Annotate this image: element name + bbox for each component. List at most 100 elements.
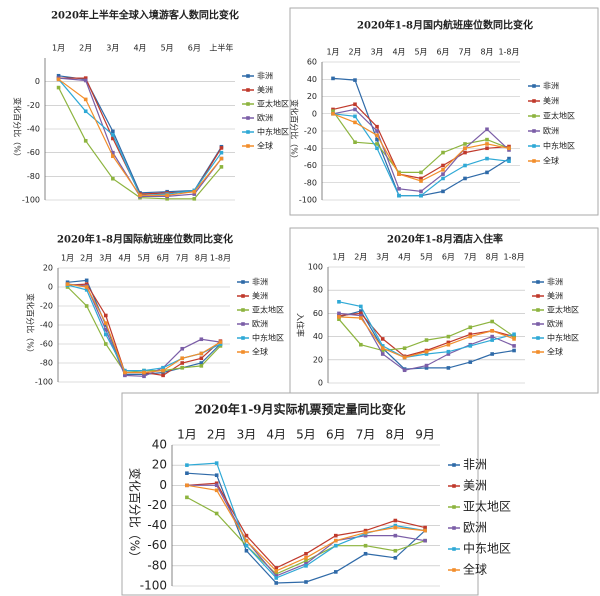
point-marker (304, 580, 308, 584)
point-marker (219, 165, 224, 169)
point-marker (142, 368, 146, 373)
y-tick-label: -40 (40, 321, 53, 330)
point-marker (485, 170, 489, 175)
point-marker (218, 342, 223, 346)
point-marker (463, 150, 467, 155)
point-marker (199, 356, 204, 361)
legend-label: 全球 (257, 141, 273, 151)
point-marker (507, 156, 511, 161)
point-marker (111, 129, 115, 134)
y-tick-label: 0 (312, 109, 317, 118)
point-marker (375, 129, 379, 133)
point-marker (359, 304, 363, 309)
point-marker (84, 285, 89, 289)
x-tick-label: 1月 (326, 48, 339, 57)
legend-marker (532, 114, 536, 118)
point-marker (512, 332, 516, 337)
point-marker (180, 361, 185, 365)
point-marker (393, 548, 398, 553)
point-marker (423, 538, 427, 543)
legend-marker (246, 74, 250, 78)
point-marker (199, 361, 204, 365)
series-line (332, 110, 510, 173)
y-tick-label: -80 (27, 172, 40, 181)
point-marker (419, 193, 423, 198)
y-axis-label: 变化百分比（%） (26, 293, 36, 357)
series-line (58, 78, 222, 196)
point-marker (111, 136, 115, 141)
legend-marker (246, 102, 250, 106)
point-marker (219, 146, 224, 150)
point-marker (337, 317, 341, 321)
legend-marker (246, 116, 250, 120)
x-tick-label: 1-8月 (504, 253, 525, 262)
point-marker (353, 140, 357, 145)
point-marker (304, 562, 308, 566)
point-marker (65, 285, 70, 289)
point-marker (219, 156, 224, 161)
point-marker (103, 327, 108, 332)
y-tick-label: -20 (304, 127, 317, 136)
x-tick-label: 4月 (392, 48, 405, 57)
x-tick-label: 2月 (348, 48, 361, 57)
point-marker (56, 73, 61, 78)
x-tick-label: 5月 (161, 44, 174, 53)
x-tick-label: 3月 (106, 44, 119, 53)
point-marker (441, 168, 445, 172)
y-axis-label: 变化百分比（%） (290, 99, 300, 163)
point-marker (219, 150, 224, 155)
point-marker (244, 533, 249, 538)
point-marker (84, 304, 89, 308)
point-marker (192, 192, 197, 196)
series-line (332, 103, 510, 180)
point-marker (353, 102, 357, 107)
point-marker (380, 346, 385, 350)
point-marker (337, 311, 341, 316)
y-tick-label: -100 (299, 196, 317, 205)
point-marker (84, 282, 89, 286)
y-tick-label: 60 (307, 58, 317, 67)
frame (289, 7, 599, 216)
point-marker (84, 278, 89, 283)
point-marker (375, 133, 379, 138)
x-tick-label: 3月 (237, 428, 257, 442)
point-marker (485, 142, 489, 146)
point-marker (304, 556, 308, 560)
point-marker (244, 538, 249, 543)
point-marker (199, 364, 204, 368)
x-tick-label: 4月 (398, 253, 411, 262)
y-tick-label: 20 (307, 92, 317, 101)
legend-label: 欧洲 (547, 319, 563, 329)
point-marker (218, 344, 223, 348)
legend-label: 亚太地区 (257, 99, 289, 109)
point-marker (103, 332, 108, 337)
legend-marker (246, 144, 250, 148)
point-marker (103, 342, 108, 346)
point-marker (441, 189, 445, 194)
y-tick-label: -40 (27, 125, 40, 134)
legend-marker (536, 308, 540, 312)
y-tick-label: -20 (147, 498, 167, 512)
x-tick-label: 6月 (157, 254, 170, 263)
point-marker (419, 176, 423, 181)
point-marker (463, 163, 467, 168)
x-tick-label: 6月 (188, 44, 201, 53)
point-marker (83, 97, 88, 102)
y-tick-label: -60 (147, 538, 167, 552)
legend-marker (241, 308, 245, 312)
point-marker (419, 189, 423, 194)
point-marker (441, 163, 445, 168)
legend-label: 美洲 (543, 96, 559, 106)
point-marker (214, 488, 219, 493)
point-marker (424, 352, 429, 356)
point-marker (419, 170, 423, 175)
legend-label: 非洲 (463, 458, 487, 472)
x-tick-label: 3月 (376, 253, 389, 262)
legend-label: 全球 (543, 156, 559, 166)
point-marker (333, 543, 338, 548)
legend-label: 非洲 (543, 81, 559, 91)
point-marker (380, 352, 385, 356)
frame (121, 392, 479, 596)
y-tick-label: 100 (308, 263, 323, 272)
y-tick-label: -100 (140, 579, 167, 593)
